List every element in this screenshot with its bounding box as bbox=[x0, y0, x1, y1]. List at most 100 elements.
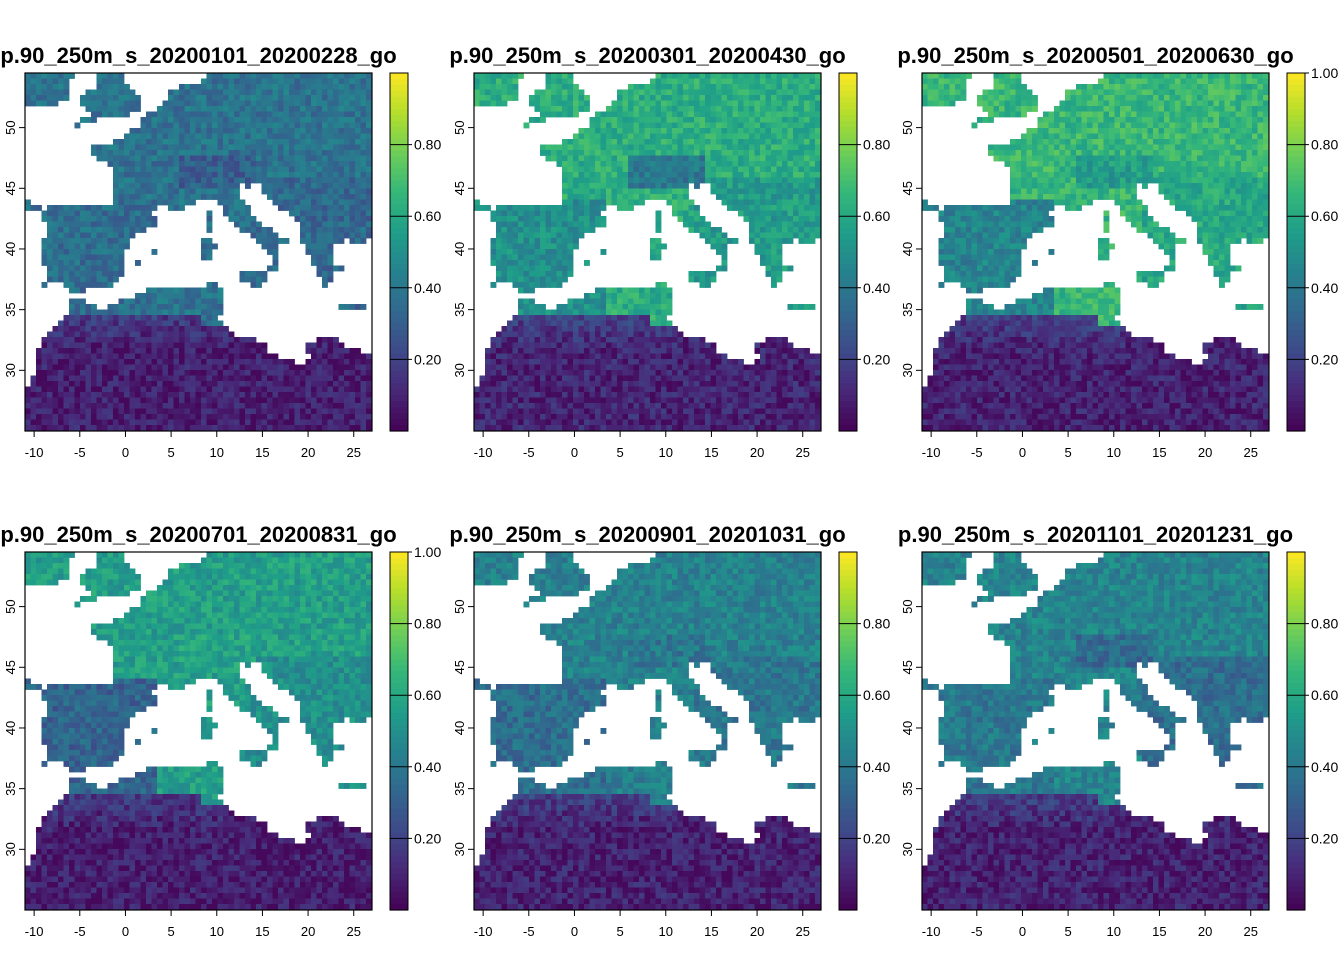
raster-layer bbox=[25, 73, 377, 431]
colorbar: 0.200.400.600.80 bbox=[839, 73, 890, 432]
colorbar: 0.200.400.600.80 bbox=[1287, 552, 1338, 911]
y-tick-label: 45 bbox=[900, 660, 915, 674]
y-tick-label: 45 bbox=[3, 181, 18, 195]
x-tick-label: 0 bbox=[122, 445, 129, 460]
y-tick-label: 50 bbox=[3, 599, 18, 613]
panel-title: p.90_250m_s_20200301_20200430_go bbox=[449, 43, 845, 68]
panel-title: p.90_250m_s_20200101_20200228_go bbox=[0, 43, 396, 68]
raster-layer bbox=[474, 73, 826, 431]
x-tick-label: 0 bbox=[1019, 924, 1026, 939]
x-tick-label: -5 bbox=[74, 445, 86, 460]
x-tick-label: 25 bbox=[796, 924, 810, 939]
raster-layer bbox=[474, 552, 826, 910]
x-tick-label: -5 bbox=[74, 924, 86, 939]
panel-title: p.90_250m_s_20200701_20200831_go bbox=[0, 522, 396, 547]
y-tick-label: 30 bbox=[3, 842, 18, 856]
colorbar: 0.200.400.600.80 bbox=[390, 73, 441, 432]
y-tick-label: 35 bbox=[900, 781, 915, 795]
y-tick-label: 40 bbox=[3, 242, 18, 256]
y-tick-label: 40 bbox=[900, 721, 915, 735]
y-tick-label: 35 bbox=[3, 302, 18, 316]
x-tick-label: 5 bbox=[167, 445, 174, 460]
panel-title: p.90_250m_s_20201101_20201231_go bbox=[898, 522, 1293, 547]
colorbar-label: 0.40 bbox=[1311, 280, 1338, 296]
x-tick-label: 5 bbox=[167, 924, 174, 939]
x-tick-label: 10 bbox=[659, 924, 673, 939]
colorbar-label: 0.60 bbox=[414, 687, 441, 703]
x-tick-label: 0 bbox=[571, 445, 578, 460]
x-tick-label: -10 bbox=[922, 445, 941, 460]
y-tick-label: 30 bbox=[3, 363, 18, 377]
colorbar-label: 0.60 bbox=[863, 208, 890, 224]
colorbar-label: 0.60 bbox=[1311, 687, 1338, 703]
y-tick-label: 50 bbox=[900, 120, 915, 134]
x-tick-label: 25 bbox=[347, 924, 361, 939]
x-tick-label: -10 bbox=[474, 445, 493, 460]
x-tick-label: 10 bbox=[1107, 445, 1121, 460]
raster-layer bbox=[922, 552, 1274, 910]
x-tick-label: 0 bbox=[571, 924, 578, 939]
x-tick-label: 0 bbox=[1019, 445, 1026, 460]
colorbar-label: 0.80 bbox=[414, 616, 441, 632]
x-tick-label: -5 bbox=[523, 924, 535, 939]
y-tick-label: 30 bbox=[900, 363, 915, 377]
x-tick-label: -5 bbox=[523, 445, 535, 460]
colorbar-label: 0.80 bbox=[863, 137, 890, 153]
colorbar-label: 0.40 bbox=[863, 759, 890, 775]
x-tick-label: 20 bbox=[301, 445, 315, 460]
colorbar-label: 0.40 bbox=[414, 759, 441, 775]
x-tick-label: 10 bbox=[210, 445, 224, 460]
x-tick-label: 5 bbox=[1064, 445, 1071, 460]
y-tick-label: 40 bbox=[3, 721, 18, 735]
colorbar-label: 0.20 bbox=[414, 351, 441, 367]
x-tick-label: 20 bbox=[301, 924, 315, 939]
x-tick-label: -5 bbox=[971, 445, 983, 460]
y-tick-label: 45 bbox=[3, 660, 18, 674]
x-tick-label: 10 bbox=[1107, 924, 1121, 939]
y-tick-label: 30 bbox=[452, 363, 467, 377]
colorbar: 0.200.400.600.80 bbox=[839, 552, 890, 911]
raster-layer bbox=[922, 73, 1274, 431]
colorbar-label: 0.80 bbox=[1311, 137, 1338, 153]
colorbar-label: 0.60 bbox=[863, 687, 890, 703]
x-tick-label: 15 bbox=[1152, 445, 1166, 460]
x-tick-label: 25 bbox=[1244, 445, 1258, 460]
panel-title: p.90_250m_s_20200901_20201031_go bbox=[449, 522, 845, 547]
colorbar-label: 0.20 bbox=[863, 351, 890, 367]
x-tick-label: 15 bbox=[704, 924, 718, 939]
y-tick-label: 40 bbox=[452, 242, 467, 256]
y-tick-label: 45 bbox=[900, 181, 915, 195]
colorbar-label: 0.60 bbox=[1311, 208, 1338, 224]
x-tick-label: 5 bbox=[1064, 924, 1071, 939]
x-tick-label: 25 bbox=[1244, 924, 1258, 939]
colorbar-label: 0.20 bbox=[863, 830, 890, 846]
x-tick-label: 10 bbox=[659, 445, 673, 460]
x-tick-label: 15 bbox=[1152, 924, 1166, 939]
colorbar: 0.20 0.40 0.60 0.80 1.00 bbox=[1287, 65, 1338, 432]
colorbar-label: 0.40 bbox=[1311, 759, 1338, 775]
x-tick-label: 0 bbox=[122, 924, 129, 939]
x-tick-label: -10 bbox=[25, 445, 44, 460]
x-tick-label: 25 bbox=[796, 445, 810, 460]
x-tick-label: 20 bbox=[750, 445, 764, 460]
y-tick-label: 50 bbox=[452, 599, 467, 613]
x-tick-label: -10 bbox=[25, 924, 44, 939]
x-tick-label: 20 bbox=[1198, 445, 1212, 460]
x-tick-label: 10 bbox=[210, 924, 224, 939]
x-tick-label: -10 bbox=[922, 924, 941, 939]
colorbar-label: 0.20 bbox=[414, 830, 441, 846]
y-tick-label: 35 bbox=[452, 302, 467, 316]
y-tick-label: 45 bbox=[452, 660, 467, 674]
colorbar-label: 1.00 bbox=[1311, 65, 1338, 81]
y-tick-label: 30 bbox=[900, 842, 915, 856]
y-tick-label: 35 bbox=[452, 781, 467, 795]
colorbar-label: 0.80 bbox=[414, 137, 441, 153]
colorbar-label: 0.20 bbox=[1311, 351, 1338, 367]
x-tick-label: 15 bbox=[255, 445, 269, 460]
